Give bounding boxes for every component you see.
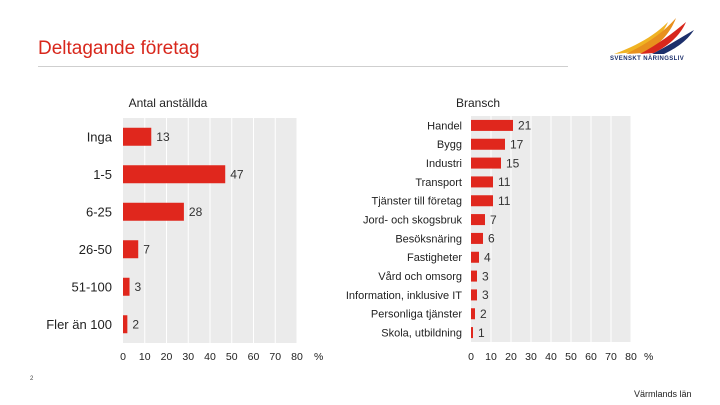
industry-value-label: 11 (498, 194, 511, 208)
industry-chart-title: Bransch (456, 96, 500, 110)
industry-bar (471, 195, 493, 207)
industry-category-label: Besöksnäring (395, 233, 462, 245)
industry-category-label: Skola, utbildning (381, 328, 462, 340)
industry-bar (471, 270, 477, 282)
industry-x-tick-label: 40 (545, 351, 557, 363)
employees-value-label: 28 (189, 205, 203, 219)
employees-chart-title: Antal anställda (129, 96, 208, 110)
employees-bar (123, 240, 139, 259)
footer-region: Värmlands län (634, 389, 692, 399)
industry-value-label: 3 (482, 288, 489, 302)
employees-value-label: 13 (156, 130, 170, 144)
industry-x-unit-label: % (644, 351, 653, 363)
industry-category-label: Personliga tjänster (371, 309, 462, 321)
industry-value-label: 1 (478, 326, 485, 340)
industry-value-label: 4 (484, 251, 491, 265)
employees-bar (123, 127, 152, 146)
industry-x-tick-label: 30 (525, 351, 537, 363)
industry-value-label: 15 (506, 156, 520, 170)
employees-category-label: 51-100 (72, 279, 112, 294)
employees-category-label: 26-50 (79, 242, 112, 257)
slide-title: Deltagande företag (38, 38, 200, 59)
title-divider (38, 66, 568, 67)
industry-category-label: Bygg (437, 139, 462, 151)
industry-value-label: 11 (498, 175, 511, 189)
industry-value-label: 6 (488, 232, 495, 246)
employees-value-label: 2 (132, 318, 139, 332)
industry-category-label: Jord- och skogsbruk (363, 215, 463, 227)
industry-x-tick-label: 60 (585, 351, 597, 363)
industry-bar (471, 289, 477, 301)
employees-x-tick-label: 60 (248, 351, 260, 363)
employees-bar (123, 165, 226, 184)
industry-category-label: Fastigheter (407, 252, 462, 264)
industry-category-label: Handel (427, 120, 462, 132)
employees-x-unit-label: % (314, 351, 323, 363)
employees-category-label: 6-25 (86, 204, 112, 219)
industry-bar (471, 308, 475, 320)
industry-x-tick-label: 0 (468, 351, 474, 363)
industry-bar (471, 157, 501, 169)
employees-x-tick-label: 40 (204, 351, 216, 363)
industry-bar (471, 232, 483, 244)
industry-value-label: 7 (490, 213, 497, 227)
industry-bar (471, 138, 505, 150)
employees-value-label: 3 (135, 280, 142, 294)
industry-value-label: 17 (510, 138, 524, 152)
industry-value-label: 3 (482, 269, 489, 283)
industry-category-label: Vård och omsorg (378, 271, 462, 283)
industry-x-tick-label: 10 (485, 351, 497, 363)
employees-x-tick-label: 70 (269, 351, 281, 363)
industry-value-label: 2 (480, 307, 487, 321)
industry-category-label: Information, inklusive IT (346, 290, 462, 302)
svenskt-naringsliv-logo-icon (614, 18, 694, 54)
employees-bar (123, 315, 128, 334)
logo-text: SVENSKT NÄRINGSLIV (610, 56, 685, 62)
employees-category-label: Fler än 100 (46, 317, 112, 332)
industry-bar (471, 251, 479, 263)
industry-bar (471, 327, 473, 339)
page-number: 2 (30, 376, 34, 382)
industry-category-label: Industri (426, 158, 462, 170)
industry-x-tick-label: 50 (565, 351, 577, 363)
employees-x-tick-label: 30 (182, 351, 194, 363)
employees-category-label: Inga (87, 129, 113, 144)
industry-bar (471, 176, 493, 188)
employees-x-tick-label: 20 (161, 351, 173, 363)
industry-category-label: Tjänster till företag (372, 196, 462, 208)
industry-x-tick-label: 20 (505, 351, 517, 363)
employees-category-label: 1-5 (93, 167, 112, 182)
employees-x-tick-label: 80 (291, 351, 303, 363)
employees-x-tick-label: 10 (139, 351, 151, 363)
employees-value-label: 7 (143, 243, 150, 257)
employees-bar (123, 202, 184, 221)
employees-bar (123, 277, 130, 296)
employees-value-label: 47 (230, 168, 244, 182)
industry-bar (471, 214, 485, 226)
industry-value-label: 21 (518, 119, 532, 133)
industry-bar (471, 119, 513, 131)
industry-category-label: Transport (415, 177, 462, 189)
employees-x-tick-label: 0 (120, 351, 126, 363)
industry-x-tick-label: 80 (625, 351, 637, 363)
industry-x-tick-label: 70 (605, 351, 617, 363)
employees-x-tick-label: 50 (226, 351, 238, 363)
